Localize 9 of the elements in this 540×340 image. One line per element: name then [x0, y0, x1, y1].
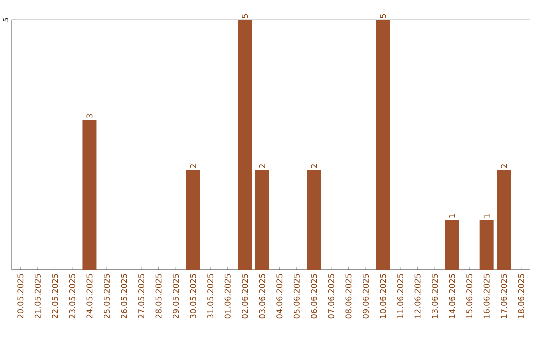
bar [82, 120, 97, 270]
bar [186, 170, 200, 270]
bar [376, 20, 390, 270]
bar [445, 220, 460, 270]
bar [480, 220, 494, 270]
bar [255, 170, 270, 270]
bar [238, 20, 252, 270]
bar [307, 170, 322, 270]
bar [497, 170, 512, 270]
